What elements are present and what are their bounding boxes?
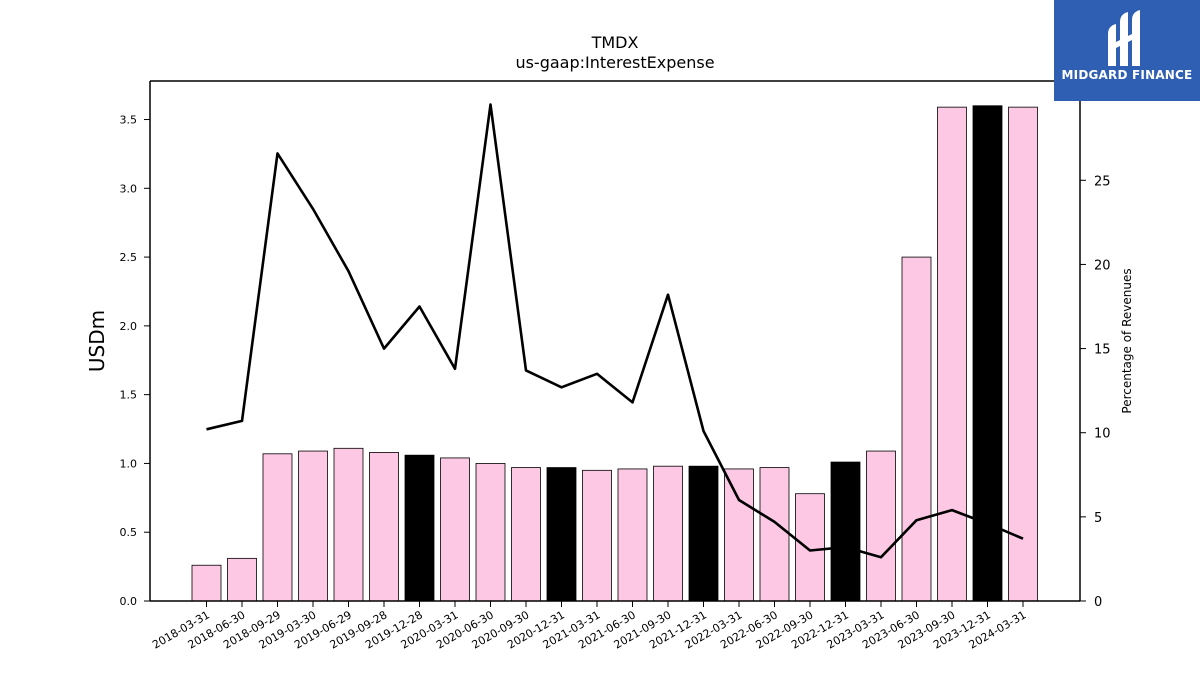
ytick-label-0.0: 0.0 xyxy=(120,595,138,608)
bar-2021-09-30 xyxy=(653,465,683,602)
y-axis-label: USDm xyxy=(85,310,109,372)
bar-2023-03-31 xyxy=(866,450,896,602)
y2-axis-label: Percentage of Revenues xyxy=(1120,268,1134,413)
bar-2023-09-30 xyxy=(937,106,967,602)
ytick-label-1.5: 1.5 xyxy=(120,389,138,402)
bar-2019-06-29 xyxy=(333,447,364,602)
y2tick-label-10: 10 xyxy=(1094,427,1111,442)
bar-2021-06-30 xyxy=(617,468,648,602)
y2tick-label-15: 15 xyxy=(1094,343,1111,358)
bar-2022-12-31 xyxy=(830,461,861,602)
bar-2019-12-28 xyxy=(404,454,435,602)
chart-title: TMDX xyxy=(591,33,639,52)
bar-2023-06-30 xyxy=(901,256,932,602)
y2tick-label-5: 5 xyxy=(1094,511,1102,526)
left-axis-ticks: 0.0 0.5 1.0 1.5 2.0 2.5 3.0 3.5 xyxy=(120,114,150,608)
chart-subtitle: us-gaap:InterestExpense xyxy=(515,53,714,72)
ytick-label-2.5: 2.5 xyxy=(120,251,138,264)
y2tick-label-25: 25 xyxy=(1094,174,1111,189)
bar-2022-09-30 xyxy=(795,493,825,602)
x-axis-ticks: 2018-03-312018-06-302018-09-292019-03-30… xyxy=(150,601,1029,652)
ytick-label-0.5: 0.5 xyxy=(120,526,138,539)
bar-2021-12-31 xyxy=(688,465,719,602)
bar-2022-03-31 xyxy=(724,468,754,602)
bar-2019-09-28 xyxy=(369,452,399,602)
axes xyxy=(149,80,1081,602)
bar-2018-06-30 xyxy=(227,557,257,602)
percentage-line xyxy=(206,103,1024,559)
bar-series xyxy=(191,105,1038,602)
bar-2020-06-30 xyxy=(475,463,506,602)
ytick-label-2.0: 2.0 xyxy=(120,320,138,333)
bar-2018-09-29 xyxy=(262,453,293,602)
bar-2018-03-31 xyxy=(191,564,222,602)
ytick-label-3.0: 3.0 xyxy=(120,182,138,195)
y2tick-label-0: 0 xyxy=(1094,595,1102,610)
bar-2023-12-31 xyxy=(972,105,1003,602)
midgard-finance-logo: MIDGARD FINANCE xyxy=(1054,0,1200,101)
right-axis-ticks: 0 5 10 15 20 25 xyxy=(1080,174,1111,610)
bar-2019-03-30 xyxy=(298,450,328,602)
bar-2020-03-31 xyxy=(440,457,470,602)
y2tick-label-20: 20 xyxy=(1094,258,1111,273)
logo-text: MIDGARD FINANCE xyxy=(1061,68,1193,82)
line-series xyxy=(206,103,1024,559)
ytick-label-3.5: 3.5 xyxy=(120,114,138,127)
bar-2024-03-31 xyxy=(1008,106,1038,602)
midgard-logo-icon xyxy=(1108,10,1140,66)
bar-2022-06-30 xyxy=(759,467,790,602)
bar-2021-03-31 xyxy=(582,469,612,602)
bar-2020-12-31 xyxy=(546,467,577,602)
bar-2020-09-30 xyxy=(511,467,541,602)
ytick-label-1.0: 1.0 xyxy=(120,457,138,470)
